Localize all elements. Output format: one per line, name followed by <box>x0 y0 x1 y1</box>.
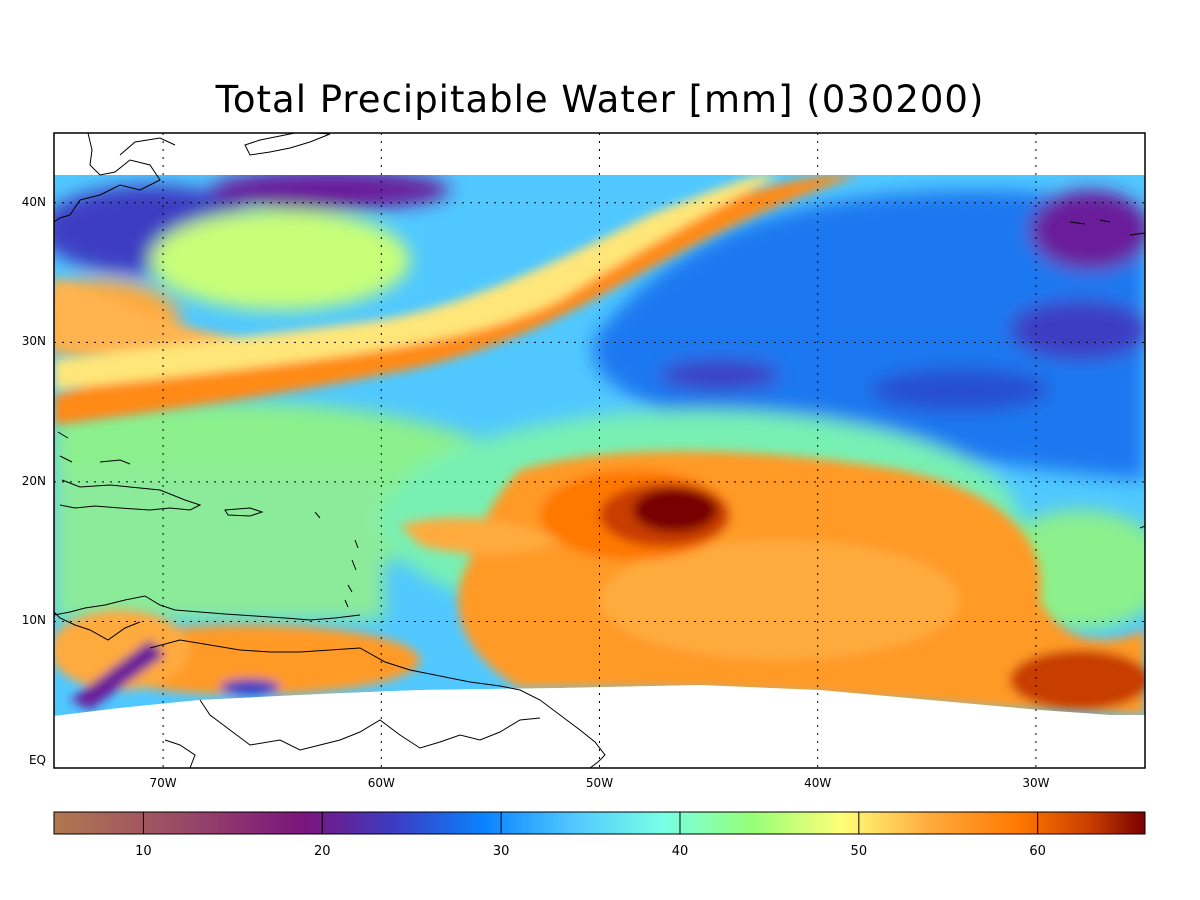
colorbar-tick-label: 20 <box>313 844 331 859</box>
colorbar <box>53 811 1146 835</box>
lon-tick-label: 50W <box>585 776 614 790</box>
colorbar-tick-label: 10 <box>135 844 152 859</box>
colorbar-tick-label: 30 <box>492 844 510 859</box>
lat-tick-label: 10N <box>21 613 46 628</box>
map-title: Total Precipitable Water [mm] (030200) <box>215 78 985 121</box>
lat-tick-label: EQ <box>28 753 46 768</box>
precipitable-water-field <box>54 133 1145 768</box>
coastlines <box>54 133 1145 768</box>
colorbar-tick-marks <box>142 812 1039 834</box>
lon-tick-label: 70W <box>149 776 177 790</box>
colorbar-tick-label: 60 <box>1029 844 1046 859</box>
colorbar-tick-label: 50 <box>850 844 868 859</box>
graticule <box>54 133 1145 768</box>
lon-tick-label: 40W <box>804 776 832 790</box>
map-frame <box>53 132 1146 769</box>
lon-tick-label: 60W <box>367 776 395 790</box>
lat-tick-label: 40N <box>21 194 46 209</box>
lat-tick-label: 30N <box>21 334 46 349</box>
lat-tick-label: 20N <box>21 473 46 488</box>
colorbar-gradient <box>53 811 1146 835</box>
lon-tick-label: 30W <box>1022 776 1050 790</box>
colorbar-tick-label: 40 <box>671 844 689 859</box>
